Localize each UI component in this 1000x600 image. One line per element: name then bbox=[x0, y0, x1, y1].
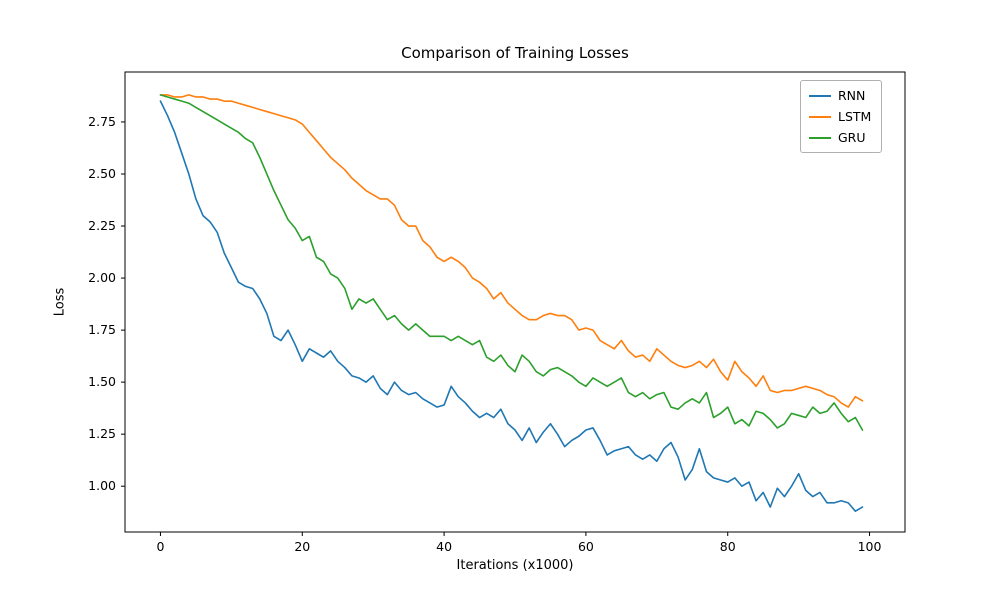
y-tick-label: 2.50 bbox=[88, 166, 116, 181]
y-tick-label: 2.75 bbox=[88, 114, 116, 129]
axes-spines bbox=[124, 71, 906, 533]
legend-label: GRU bbox=[838, 130, 866, 145]
legend: RNN LSTM GRU bbox=[800, 80, 883, 153]
chart-title: Comparison of Training Losses bbox=[401, 44, 629, 62]
y-tick-label: 2.00 bbox=[88, 270, 116, 285]
y-tick-label: 1.75 bbox=[88, 322, 116, 337]
x-tick-label: 40 bbox=[436, 539, 452, 554]
x-tick-label: 0 bbox=[156, 539, 164, 554]
lstm-line bbox=[159, 94, 864, 408]
y-tick-label: 1.25 bbox=[88, 426, 116, 441]
rnn-line bbox=[159, 100, 864, 512]
legend-entry-gru: GRU bbox=[809, 130, 871, 145]
legend-entry-lstm: LSTM bbox=[809, 109, 871, 124]
gru-line-swatch bbox=[809, 136, 831, 139]
y-tick-label: 1.00 bbox=[88, 478, 116, 493]
x-tick-label: 100 bbox=[858, 539, 882, 554]
gru-line bbox=[159, 94, 864, 431]
lstm-line-swatch bbox=[809, 115, 831, 118]
y-tick-label: 1.50 bbox=[88, 374, 116, 389]
legend-label: RNN bbox=[838, 88, 866, 103]
y-tick-label: 2.25 bbox=[88, 218, 116, 233]
x-axis-label: Iterations (x1000) bbox=[456, 558, 574, 573]
rnn-line-swatch bbox=[809, 94, 831, 97]
x-tick-label: 80 bbox=[720, 539, 736, 554]
legend-label: LSTM bbox=[838, 109, 872, 124]
legend-entry-rnn: RNN bbox=[809, 88, 871, 103]
x-tick-label: 20 bbox=[294, 539, 310, 554]
x-tick-label: 60 bbox=[578, 539, 594, 554]
